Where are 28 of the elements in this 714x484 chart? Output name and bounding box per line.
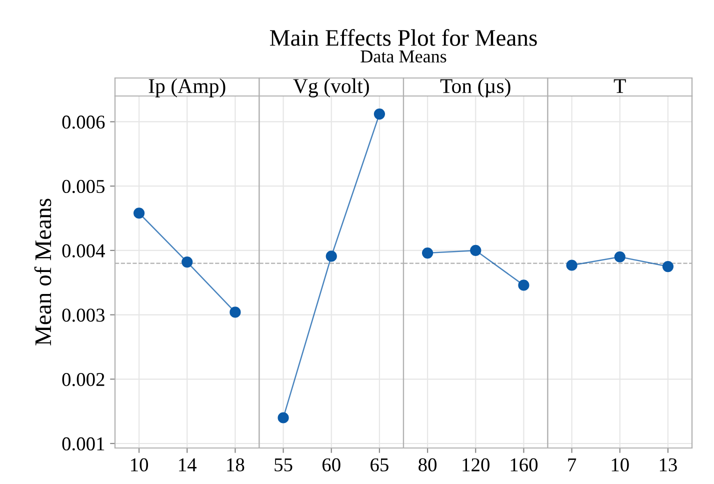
x-tick-label: 10: [612, 458, 629, 472]
x-tick-label: 160: [510, 458, 538, 472]
x-tick-label: 13: [660, 458, 677, 472]
text: Main Effects Plot for Means: [270, 29, 537, 46]
x-tick-label: 80: [418, 458, 437, 472]
point: [133, 208, 145, 219]
x-tick-label: 65: [370, 458, 388, 472]
y-tick-label: 0.003: [62, 308, 105, 322]
x-tick-label: 60: [322, 458, 340, 472]
x-tick-label: 120: [462, 458, 490, 472]
x-tick-label: 7: [568, 458, 576, 472]
chart-title: T: [614, 79, 626, 93]
text: Data Means: [360, 50, 446, 63]
y-tick-label: 0.004: [62, 244, 105, 258]
point: [230, 306, 241, 318]
y-axis-title: Mean of Means: [34, 198, 52, 346]
y-tick-label: 0.001: [62, 437, 104, 451]
chart-title: Ip (Amp): [148, 78, 226, 98]
x-tick-label: 55: [274, 458, 292, 472]
point: [182, 256, 193, 268]
y-tick-label: 0.005: [62, 180, 105, 194]
chart-title: Ton (µs): [440, 78, 510, 98]
y-tick-label: 0.006: [62, 116, 105, 129]
y-tick-label: 0.002: [62, 372, 104, 386]
chart-title: Vg (volt): [293, 78, 369, 98]
x-tick-label: 10: [131, 458, 148, 472]
x-tick-label: 18: [227, 458, 244, 472]
x-tick-label: 14: [179, 458, 197, 472]
